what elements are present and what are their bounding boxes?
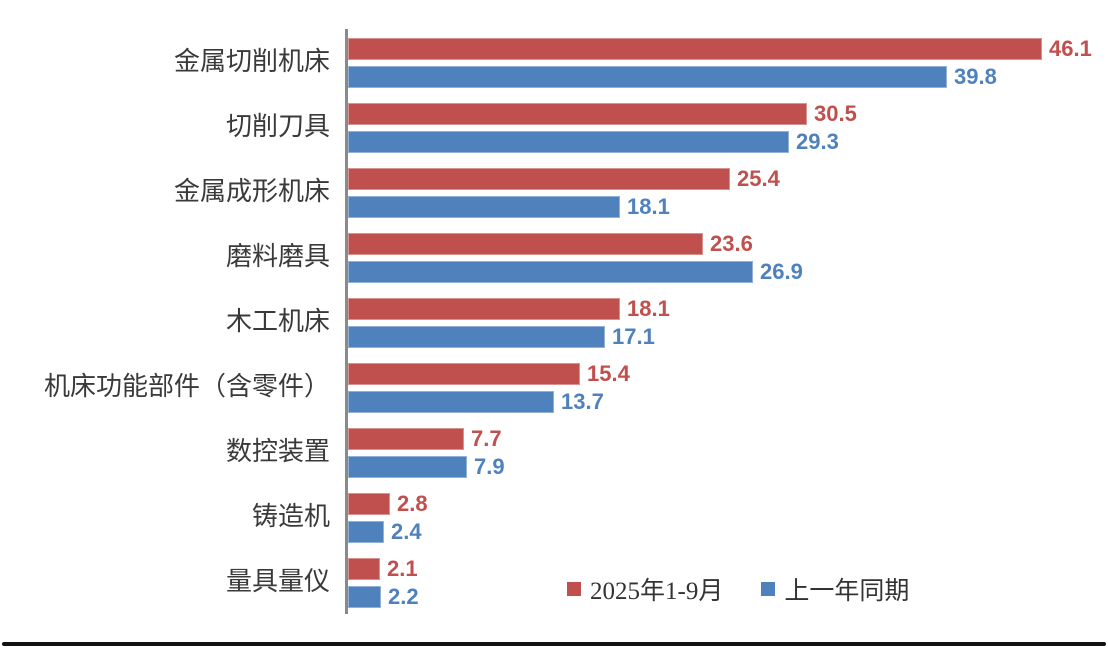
category-row: 铸造机 2.8 2.4 bbox=[0, 485, 1108, 550]
category-row: 金属切削机床 46.1 39.8 bbox=[0, 30, 1108, 95]
category-label: 金属成形机床 bbox=[173, 177, 330, 207]
bar-line: 25.4 bbox=[348, 165, 1108, 191]
bar-group: 23.6 26.9 bbox=[348, 230, 1108, 284]
bar-2025 bbox=[348, 492, 390, 515]
category-row: 机床功能部件（含零件） 15.4 13.7 bbox=[0, 355, 1108, 420]
bar-group: 7.7 7.9 bbox=[348, 425, 1108, 479]
category-label: 数控装置 bbox=[225, 437, 330, 467]
category-row: 木工机床 18.1 17.1 bbox=[0, 290, 1108, 355]
bar-prev-year bbox=[348, 520, 384, 543]
legend-swatch-2025-icon bbox=[567, 582, 581, 596]
legend-label-2025: 2025年1-9月 bbox=[590, 578, 724, 605]
bar-value-prev-year: 17.1 bbox=[612, 323, 655, 349]
category-row: 切削刀具 30.5 29.3 bbox=[0, 95, 1108, 160]
bar-2025 bbox=[348, 102, 807, 125]
bar-value-prev-year: 29.3 bbox=[796, 128, 839, 154]
bar-group: 30.5 29.3 bbox=[348, 100, 1108, 154]
bar-value-2025: 46.1 bbox=[1049, 35, 1092, 61]
category-row: 量具量仪 2.1 2.2 bbox=[0, 550, 1108, 615]
category-label: 机床功能部件（含零件） bbox=[43, 372, 330, 402]
bar-line: 2.1 bbox=[348, 555, 1108, 581]
bar-line: 2.4 bbox=[348, 518, 1108, 544]
bar-value-2025: 7.7 bbox=[471, 425, 502, 451]
bar-group: 18.1 17.1 bbox=[348, 295, 1108, 349]
bar-prev-year bbox=[348, 130, 789, 153]
category-label: 切削刀具 bbox=[225, 112, 330, 142]
category-label: 磨料磨具 bbox=[225, 242, 330, 272]
bar-2025 bbox=[348, 167, 730, 190]
category-label: 木工机床 bbox=[225, 307, 330, 337]
bar-line: 30.5 bbox=[348, 100, 1108, 126]
legend-swatch-prev-year-icon bbox=[761, 582, 776, 596]
bar-prev-year bbox=[348, 585, 381, 608]
bar-value-prev-year: 2.2 bbox=[388, 583, 419, 609]
bar-value-2025: 18.1 bbox=[627, 295, 670, 321]
category-row: 数控装置 7.7 7.9 bbox=[0, 420, 1108, 485]
bar-prev-year bbox=[348, 390, 554, 413]
bar-group: 25.4 18.1 bbox=[348, 165, 1108, 219]
bar-prev-year bbox=[348, 195, 620, 218]
bar-line: 7.9 bbox=[348, 453, 1108, 479]
bar-line: 15.4 bbox=[348, 360, 1108, 386]
category-label: 铸造机 bbox=[251, 502, 330, 532]
y-axis-line bbox=[345, 29, 348, 614]
bar-line: 2.2 bbox=[348, 583, 1108, 609]
bar-line: 23.6 bbox=[348, 230, 1108, 256]
bar-line: 29.3 bbox=[348, 128, 1108, 154]
bar-line: 18.1 bbox=[348, 295, 1108, 321]
bar-2025 bbox=[348, 297, 620, 320]
bar-value-prev-year: 39.8 bbox=[954, 63, 997, 89]
bar-2025 bbox=[348, 37, 1042, 60]
bar-prev-year bbox=[348, 260, 753, 283]
bar-value-prev-year: 18.1 bbox=[627, 193, 670, 219]
bar-prev-year bbox=[348, 65, 947, 88]
bar-prev-year bbox=[348, 455, 467, 478]
bottom-border-line bbox=[2, 642, 1106, 646]
category-row: 磨料磨具 23.6 26.9 bbox=[0, 225, 1108, 290]
bar-group: 15.4 13.7 bbox=[348, 360, 1108, 414]
legend-label-prev-year: 上一年同期 bbox=[784, 578, 910, 605]
bar-line: 26.9 bbox=[348, 258, 1108, 284]
bar-value-2025: 2.1 bbox=[387, 555, 418, 581]
bar-2025 bbox=[348, 427, 464, 450]
bar-value-prev-year: 13.7 bbox=[561, 388, 604, 414]
bar-line: 13.7 bbox=[348, 388, 1108, 414]
bar-2025 bbox=[348, 362, 580, 385]
bar-line: 46.1 bbox=[348, 35, 1108, 61]
bar-line: 17.1 bbox=[348, 323, 1108, 349]
category-label: 金属切削机床 bbox=[173, 47, 330, 77]
bar-line: 2.8 bbox=[348, 490, 1108, 516]
bar-2025 bbox=[348, 557, 380, 580]
bar-value-2025: 23.6 bbox=[710, 230, 753, 256]
category-label: 量具量仪 bbox=[225, 567, 330, 597]
bar-value-prev-year: 2.4 bbox=[391, 518, 422, 544]
bar-rows: 金属切削机床 46.1 39.8 切削刀具 30.5 29.3 金属成形机床 25.4 18.1… bbox=[0, 30, 1108, 615]
bar-group: 2.8 2.4 bbox=[348, 490, 1108, 544]
category-row: 金属成形机床 25.4 18.1 bbox=[0, 160, 1108, 225]
bar-value-prev-year: 26.9 bbox=[760, 258, 803, 284]
bar-value-prev-year: 7.9 bbox=[474, 453, 505, 479]
bar-value-2025: 2.8 bbox=[397, 490, 428, 516]
bar-group: 46.1 39.8 bbox=[348, 35, 1108, 89]
bar-2025 bbox=[348, 232, 703, 255]
legend-entry-2025: 2025年1-9月 bbox=[567, 571, 723, 607]
bar-group: 2.1 2.2 bbox=[348, 555, 1108, 609]
bar-prev-year bbox=[348, 325, 605, 348]
bar-value-2025: 15.4 bbox=[587, 360, 630, 386]
legend: 2025年1-9月 上一年同期 bbox=[567, 571, 909, 607]
bar-value-2025: 30.5 bbox=[814, 100, 857, 126]
legend-entry-prev-year: 上一年同期 bbox=[761, 571, 909, 607]
bar-line: 7.7 bbox=[348, 425, 1108, 451]
bar-value-2025: 25.4 bbox=[737, 165, 780, 191]
bar-line: 18.1 bbox=[348, 193, 1108, 219]
bar-line: 39.8 bbox=[348, 63, 1108, 89]
